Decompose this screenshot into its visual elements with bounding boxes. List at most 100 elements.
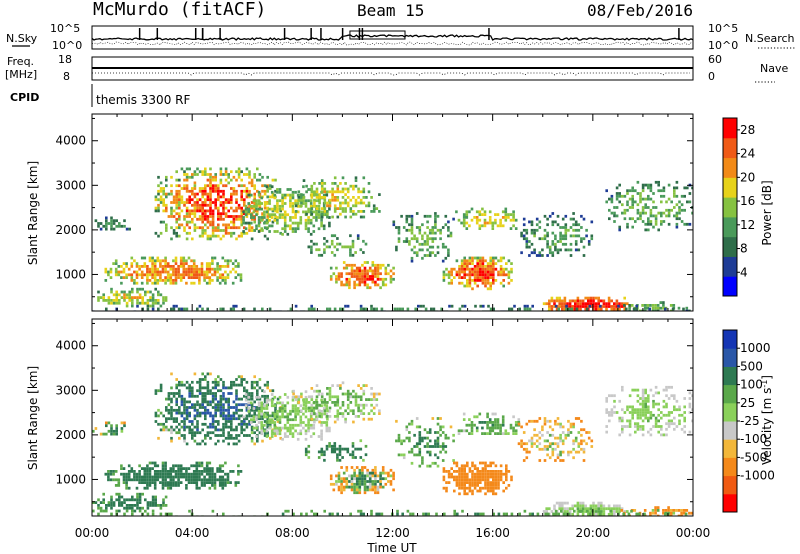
power-data-cell: [105, 299, 108, 302]
vel-data-cell: [206, 386, 210, 390]
power-data-cell: [183, 217, 186, 221]
vel-data-cell: [263, 400, 267, 404]
power-data-cell: [358, 283, 362, 287]
vel-data-cell: [561, 504, 564, 508]
power-data-cell: [680, 203, 684, 207]
vel-data-cell: [131, 495, 134, 499]
power-data-cell: [447, 251, 450, 255]
vel-data-cell: [576, 507, 580, 511]
vel-data-cell: [572, 425, 575, 429]
vel-data-cell: [177, 467, 180, 470]
vel-data-cell: [318, 415, 321, 418]
power-data-cell: [151, 256, 154, 260]
power-data-cell: [211, 262, 214, 265]
power-data-cell: [538, 254, 542, 257]
vel-data-cell: [97, 504, 100, 507]
vel-data-cell: [423, 436, 427, 440]
vel-data-cell: [214, 414, 217, 418]
power-data-cell: [345, 280, 349, 284]
power-data-cell: [358, 266, 362, 270]
power-data-cell: [615, 197, 619, 201]
power-data-cell: [608, 217, 611, 221]
vel-data-cell: [381, 477, 385, 481]
power-data-cell: [149, 304, 152, 308]
vel-data-cell: [195, 478, 199, 482]
vel-data-cell: [200, 461, 204, 465]
vel-data-cell: [479, 478, 482, 482]
power-data-cell: [162, 209, 165, 213]
power-data-cell: [649, 197, 653, 201]
power-data-cell: [317, 248, 321, 252]
power-data-cell: [458, 273, 461, 277]
vel-data-cell: [112, 470, 115, 473]
vel-data-cell: [196, 431, 199, 435]
power-data-cell: [376, 277, 380, 281]
vel-data-cell: [602, 507, 606, 511]
power-data-cell: [138, 273, 141, 277]
power-data-cell: [652, 200, 655, 204]
power-data-cell: [494, 279, 498, 282]
power-data-cell: [190, 273, 193, 277]
power-data-cell: [613, 220, 616, 223]
vel-data-cell: [338, 444, 342, 448]
vel-data-cell: [243, 394, 246, 398]
vel-data-cell: [191, 436, 194, 440]
power-data-cell: [374, 266, 377, 270]
power-data-cell: [245, 167, 249, 171]
vel-data-cell: [248, 411, 251, 415]
vel-data-cell: [636, 399, 640, 403]
vel-data-cell: [227, 403, 230, 407]
vel-data-cell: [307, 426, 310, 430]
vel-data-cell: [349, 392, 353, 396]
vel-data-cell: [140, 478, 144, 482]
vel-data-cell: [525, 422, 529, 426]
vel-data-cell: [258, 378, 262, 381]
power-data-cell: [476, 262, 479, 265]
vel-data-cell: [667, 422, 671, 426]
power-data-cell: [504, 210, 508, 214]
power-data-cell: [185, 231, 189, 235]
vel-data-cell: [221, 484, 225, 487]
power-data-cell: [128, 290, 131, 294]
vel-data-cell: [468, 470, 472, 473]
power-data-cell: [538, 251, 542, 255]
power-data-cell: [621, 203, 624, 207]
power-data-cell: [431, 231, 435, 235]
vel-data-cell: [248, 397, 251, 401]
power-data-cell: [415, 237, 419, 241]
vel-data-cell: [269, 436, 272, 440]
vel-data-cell: [478, 421, 482, 424]
vel-data-cell: [136, 495, 139, 499]
vel-data-cell: [219, 428, 223, 432]
vel-data-cell: [131, 504, 134, 507]
vel-data-cell: [196, 408, 199, 412]
power-data-cell: [528, 220, 531, 224]
power-data-cell: [265, 202, 269, 205]
vel-data-cell: [458, 478, 461, 482]
vel-data-cell: [122, 467, 126, 470]
power-data-cell: [191, 175, 194, 179]
vel-data-cell: [621, 419, 624, 423]
power-data-cell: [361, 280, 364, 284]
vel-data-cell: [561, 501, 564, 505]
power-data-cell: [232, 175, 236, 179]
vel-data-cell: [214, 383, 217, 387]
vel-data-cell: [191, 431, 194, 435]
vel-data-cell: [418, 425, 422, 429]
vel-data-cell: [224, 472, 227, 476]
vel-data-cell: [577, 450, 581, 454]
vel-data-cell: [375, 398, 379, 401]
power-data-cell: [556, 251, 560, 255]
vel-data-cell: [413, 453, 416, 457]
power-data-cell: [110, 224, 113, 228]
power-data-cell: [110, 216, 113, 220]
power-data-cell: [353, 283, 356, 287]
power-data-cell: [558, 296, 561, 300]
power-data-cell: [188, 212, 191, 216]
vel-data-cell: [371, 485, 375, 489]
vel-data-cell: [167, 417, 171, 421]
power-data-cell: [209, 209, 212, 213]
vel-data-cell: [479, 486, 482, 490]
power-data-cell: [315, 212, 319, 216]
vel-data-cell: [138, 472, 141, 476]
